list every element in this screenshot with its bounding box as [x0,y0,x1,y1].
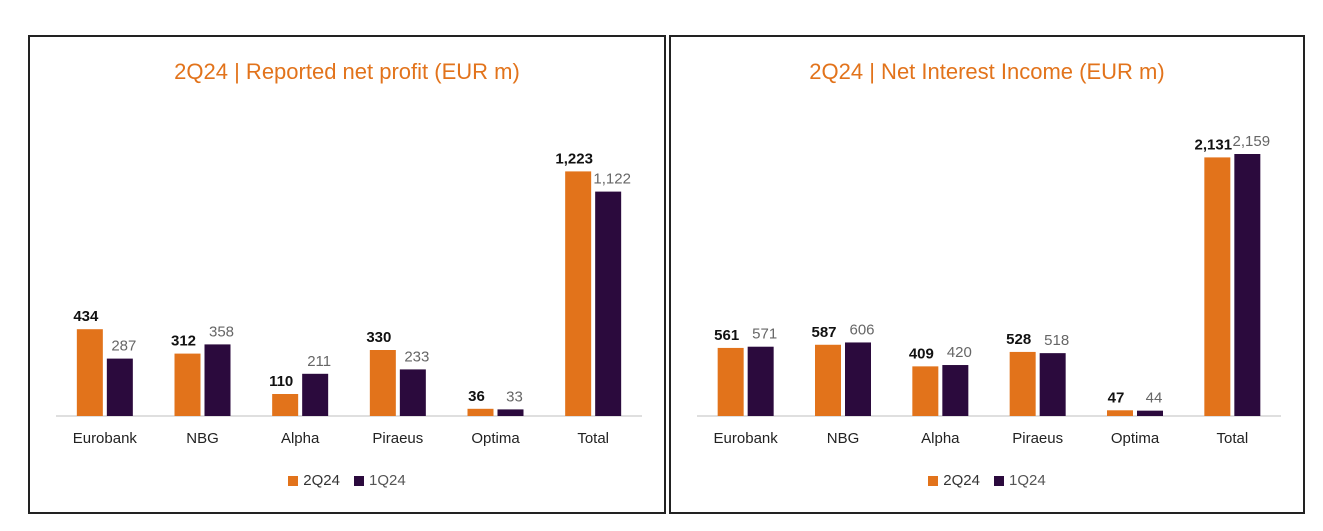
bar-1q24-total [1234,154,1261,416]
category-label-total: Total [1216,430,1248,447]
data-label-2q24-alpha: 110 [269,373,293,390]
bar-1q24-nbg [204,344,231,416]
bar-1q24-optima [497,409,524,416]
legend-item-1q24: 1Q24 [994,472,1046,489]
data-label-1q24-optima: 33 [506,388,523,405]
category-label-optima: Optima [1111,430,1160,447]
data-label-1q24-nbg: 358 [209,323,234,340]
legend-label-2q24: 2Q24 [943,472,980,489]
bar-2q24-nbg [815,344,841,416]
data-label-1q24-total: 1,122 [593,171,631,188]
data-label-1q24-piraeus: 518 [1044,332,1069,349]
bar-1q24-piraeus [399,369,426,416]
legend-item-1q24: 1Q24 [354,472,406,489]
bar-2q24-alpha [272,394,299,416]
bar-1q24-alpha [942,365,969,416]
bar-chart-net-profit: 434 287 Eurobank 312 358 NBG 110 211 Alpha 330 233… [56,150,642,447]
category-label-nbg: NBG [186,430,219,447]
bar-2q24-piraeus [1009,351,1036,416]
legend-swatch-1q24 [994,475,1004,486]
bar-2q24-eurobank [717,347,744,416]
data-label-1q24-eurobank: 287 [111,338,136,355]
bar-2q24-total [1204,157,1231,416]
category-label-piraeus: Piraeus [372,430,423,447]
bar-2q24-nbg [174,353,201,416]
legend-swatch-2q24 [928,475,939,486]
bar-1q24-optima [1137,410,1163,416]
bar-1q24-eurobank [747,346,774,416]
bar-2q24-piraeus [369,350,396,416]
data-label-2q24-piraeus: 528 [1006,331,1031,348]
bar-1q24-total [595,191,622,416]
legend-item-2q24: 2Q24 [288,472,340,489]
legend-label-1q24: 1Q24 [1009,472,1046,489]
data-label-2q24-optima: 47 [1108,389,1125,406]
data-label-2q24-nbg: 587 [811,324,836,341]
bar-1q24-nbg [845,342,871,416]
bar-chart-net-interest-income: 561 571 Eurobank 587 606 NBG 409 420 Alpha 528 518… [697,133,1281,447]
bar-2q24-alpha [912,366,939,416]
bar-2q24-optima [1107,410,1133,416]
legend-item-2q24: 2Q24 [928,472,980,489]
legend: 2Q24 1Q24 [671,472,1303,489]
legend: 2Q24 1Q24 [30,472,664,489]
data-label-1q24-total: 2,159 [1233,133,1271,150]
data-label-1q24-optima: 44 [1146,390,1163,407]
category-label-optima: Optima [471,430,520,447]
data-label-1q24-alpha: 420 [947,344,972,361]
bar-2q24-eurobank [76,329,103,416]
data-label-1q24-alpha: 211 [307,353,331,370]
chart-panel-net-profit: 2Q24 | Reported net profit (EUR m) 434 28… [28,35,666,514]
data-label-2q24-optima: 36 [468,388,485,405]
category-label-nbg: NBG [827,430,860,447]
legend-label-2q24: 2Q24 [303,472,340,489]
legend-swatch-2q24 [288,475,299,486]
category-label-total: Total [577,430,609,447]
legend-label-1q24: 1Q24 [369,472,406,489]
data-label-2q24-alpha: 409 [909,345,934,362]
category-label-eurobank: Eurobank [73,430,138,447]
data-label-2q24-piraeus: 330 [366,329,391,346]
bar-1q24-piraeus [1039,353,1066,416]
chart-title: 2Q24 | Reported net profit (EUR m) [174,59,520,84]
category-label-eurobank: Eurobank [714,430,779,447]
data-label-2q24-nbg: 312 [171,333,196,350]
data-label-1q24-eurobank: 571 [752,326,777,343]
data-label-2q24-total: 1,223 [555,150,593,167]
bar-1q24-eurobank [106,358,133,416]
chart-panel-net-interest-income: 2Q24 | Net Interest Income (EUR m) 561 57… [669,35,1305,514]
bar-2q24-optima [467,408,494,416]
category-label-alpha: Alpha [921,430,960,447]
data-label-1q24-nbg: 606 [849,321,874,338]
category-label-alpha: Alpha [281,430,320,447]
category-label-piraeus: Piraeus [1012,430,1063,447]
bar-2q24-total [565,171,592,416]
data-label-2q24-total: 2,131 [1195,136,1233,153]
legend-swatch-1q24 [354,475,364,486]
chart-title: 2Q24 | Net Interest Income (EUR m) [809,59,1165,84]
data-label-1q24-piraeus: 233 [404,348,429,365]
data-label-2q24-eurobank: 434 [73,308,99,325]
bar-1q24-alpha [302,373,329,416]
data-label-2q24-eurobank: 561 [714,327,739,344]
